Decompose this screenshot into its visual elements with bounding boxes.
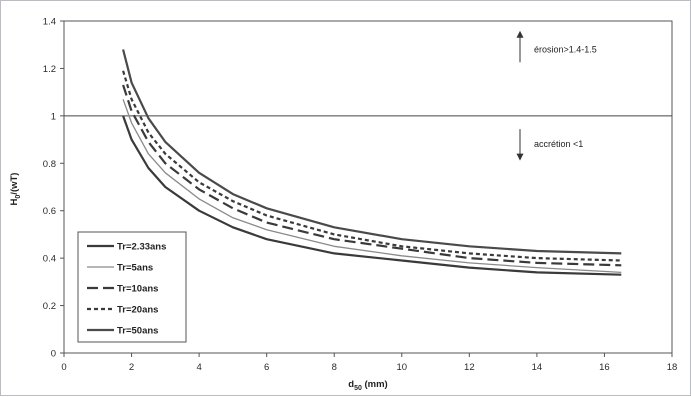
y-axis: 0 0.2 0.4 0.6 0.8 1 1.2 1.4 <box>43 17 64 360</box>
legend-label-4: Tr=20ans <box>117 305 158 316</box>
series-line-2 <box>122 99 622 274</box>
x-tick-label: 4 <box>196 362 201 373</box>
x-tick-label: 16 <box>599 362 610 373</box>
y-tick-label: 1.2 <box>43 64 56 75</box>
x-tick-label: 8 <box>332 362 337 373</box>
legend-label-3: Tr=10ans <box>117 284 158 295</box>
x-tick-label: 6 <box>264 362 269 373</box>
y-tick-label: 0 <box>51 349 56 360</box>
x-axis: 0 2 4 6 8 10 12 14 16 18 <box>61 353 677 373</box>
legend-label-5: Tr=50ans <box>117 326 158 337</box>
y-axis-label: H0/(wT) <box>9 173 22 206</box>
y-tick-label: 0.4 <box>43 254 56 265</box>
legend: Tr=2.33ans Tr=5ans Tr=10ans Tr=20ans Tr=50an… <box>77 231 187 343</box>
erosion-label: érosion>1.4-1.5 <box>534 44 597 54</box>
annotations: érosion>1.4-1.5 accrétion <1 <box>516 30 597 161</box>
series-layer <box>122 49 622 276</box>
x-tick-label: 0 <box>61 362 66 373</box>
y-tick-label: 0.8 <box>43 159 56 170</box>
y-tick-label: 0.6 <box>43 206 56 217</box>
x-tick-label: 10 <box>396 362 407 373</box>
x-tick-label: 18 <box>667 362 678 373</box>
x-tick-label: 14 <box>532 362 543 373</box>
series-line-1 <box>122 115 622 276</box>
x-tick-label: 2 <box>129 362 134 373</box>
y-tick-label: 1.4 <box>43 17 56 28</box>
y-tick-label: 1 <box>51 111 56 122</box>
x-tick-label: 12 <box>464 362 475 373</box>
x-axis-label: d50 (mm) <box>348 379 387 392</box>
series-line-3 <box>122 84 622 267</box>
legend-label-2: Tr=5ans <box>117 263 153 274</box>
accretion-label: accrétion <1 <box>534 139 583 149</box>
legend-label-1: Tr=2.33ans <box>117 242 166 253</box>
series-line-5 <box>122 49 622 255</box>
y-tick-label: 0.2 <box>43 301 56 312</box>
